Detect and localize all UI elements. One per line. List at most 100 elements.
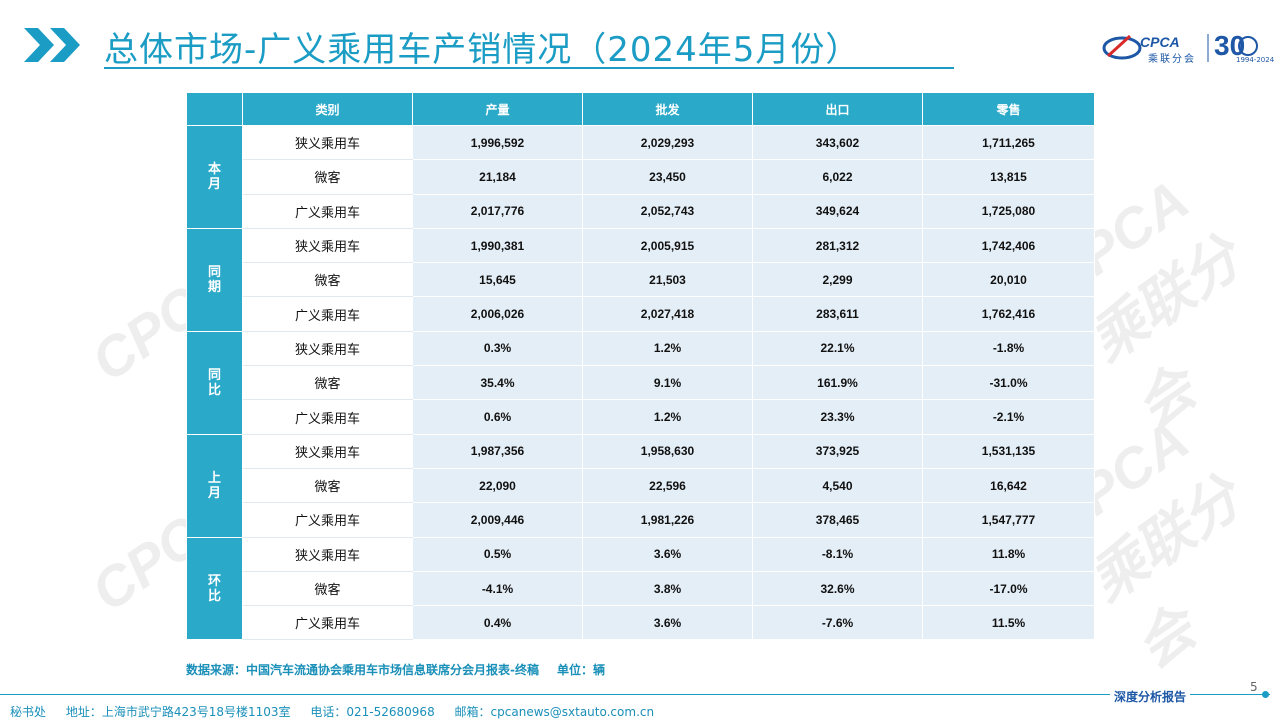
value-cell: 35.4% <box>412 365 583 401</box>
value-cell: 2,027,418 <box>582 296 753 332</box>
value-cell: 1,958,630 <box>582 434 753 469</box>
value-cell: 16,642 <box>922 468 1095 504</box>
value-cell: 1,987,356 <box>412 434 583 469</box>
page-number: 5 <box>1250 680 1258 694</box>
table-row: 微客 -4.1% 3.8% 32.6% -17.0% <box>187 571 1095 607</box>
value-cell: -31.0% <box>922 365 1095 401</box>
value-cell: 21,503 <box>582 262 753 298</box>
value-cell: 2,005,915 <box>582 228 753 264</box>
value-cell: 1,531,135 <box>922 434 1095 469</box>
logo-subtitle: 乘联分会 <box>1148 54 1196 65</box>
value-cell: 3.6% <box>582 537 753 572</box>
column-header: 类别 <box>242 92 413 126</box>
table-row: 广义乘用车 0.4% 3.6% -7.6% 11.5% <box>187 605 1095 641</box>
category-cell: 广义乘用车 <box>242 605 413 641</box>
value-cell: 2,009,446 <box>412 502 583 538</box>
anniversary-number: 30 <box>1214 30 1246 61</box>
table-row: 本月 狭义乘用车 1,996,592 2,029,293 343,602 1,711,26… <box>186 125 1095 229</box>
value-cell: 1,711,265 <box>922 125 1095 161</box>
value-cell: 3.8% <box>582 571 753 607</box>
category-cell: 狭义乘用车 <box>242 537 413 572</box>
group-label: 环比 <box>186 536 243 641</box>
value-cell: 13,815 <box>922 159 1095 195</box>
category-cell: 广义乘用车 <box>242 194 413 229</box>
value-cell: 1,981,226 <box>582 502 753 538</box>
corner-cell <box>186 92 243 126</box>
report-tagline: 深度分析报告 <box>1110 688 1191 705</box>
value-cell: 20,010 <box>922 262 1095 298</box>
sales-table: 类别 产量 批发 出口 零售 本月 狭义乘用车 1,996,592 2,029,293… <box>186 92 1095 641</box>
value-cell: -1.8% <box>922 331 1095 367</box>
table-row: 广义乘用车 0.6% 1.2% 23.3% -2.1% <box>187 399 1095 435</box>
page-title: 总体市场-广义乘用车产销情况（2024年5月份） <box>104 30 861 70</box>
column-header: 批发 <box>582 92 753 126</box>
category-cell: 狭义乘用车 <box>242 125 413 161</box>
value-cell: 32.6% <box>752 571 923 607</box>
value-cell: -17.0% <box>922 571 1095 607</box>
category-cell: 微客 <box>242 262 413 298</box>
group-label: 同比 <box>186 330 243 435</box>
table-row: 微客 22,090 22,596 4,540 16,642 <box>187 468 1095 504</box>
category-cell: 广义乘用车 <box>242 502 413 538</box>
value-cell: 11.5% <box>922 605 1095 641</box>
category-cell: 微客 <box>242 571 413 607</box>
value-cell: 3.6% <box>582 605 753 641</box>
group-label-text: 环比 <box>207 573 221 604</box>
value-cell: 283,611 <box>752 296 923 332</box>
group-label: 上月 <box>186 433 243 538</box>
value-cell: 1.2% <box>582 331 753 367</box>
value-cell: 2,052,743 <box>582 194 753 229</box>
value-cell: 2,006,026 <box>412 296 583 332</box>
footer-office: 秘书处 <box>10 705 47 719</box>
value-cell: 23.3% <box>752 399 923 435</box>
value-cell: 22.1% <box>752 331 923 367</box>
chevron-right-icon <box>24 28 80 62</box>
value-cell: 0.4% <box>412 605 583 641</box>
group-label-text: 本月 <box>207 161 221 192</box>
value-cell: -2.1% <box>922 399 1095 435</box>
value-cell: -8.1% <box>752 537 923 572</box>
unit-text: 单位：辆 <box>556 663 605 677</box>
footer-contact: 秘书处 地址：上海市武宁路423号18号楼1103室 电话：021-526809… <box>10 703 670 720</box>
value-cell: 378,465 <box>752 502 923 538</box>
source-text: 数据来源：中国汽车流通协会乘用车市场信息联席分会月报表-终稿 <box>186 663 539 677</box>
category-cell: 狭义乘用车 <box>242 434 413 469</box>
value-cell: 1.2% <box>582 399 753 435</box>
table-row: 环比 狭义乘用车 0.5% 3.6% -8.1% 11.8% <box>186 536 1095 641</box>
column-header: 零售 <box>922 92 1095 126</box>
value-cell: 23,450 <box>582 159 753 195</box>
value-cell: 1,742,406 <box>922 228 1095 264</box>
table-header-row: 类别 产量 批发 出口 零售 <box>186 92 1095 126</box>
value-cell: 1,762,416 <box>922 296 1095 332</box>
value-cell: 1,996,592 <box>412 125 583 161</box>
table-row: 广义乘用车 2,006,026 2,027,418 283,611 1,762,416 <box>187 296 1095 332</box>
table-row: 广义乘用车 2,009,446 1,981,226 378,465 1,547,777 <box>187 502 1095 538</box>
table-row: 微客 15,645 21,503 2,299 20,010 <box>187 262 1095 298</box>
value-cell: 373,925 <box>752 434 923 469</box>
footer-dot <box>1262 691 1269 698</box>
value-cell: -7.6% <box>752 605 923 641</box>
value-cell: -4.1% <box>412 571 583 607</box>
value-cell: 2,029,293 <box>582 125 753 161</box>
anniversary-years: 1994-2024 <box>1236 56 1275 64</box>
category-cell: 广义乘用车 <box>242 296 413 332</box>
group-label: 同期 <box>186 227 243 332</box>
value-cell: 22,596 <box>582 468 753 504</box>
value-cell: 349,624 <box>752 194 923 229</box>
value-cell: 6,022 <box>752 159 923 195</box>
category-cell: 广义乘用车 <box>242 399 413 435</box>
value-cell: 0.5% <box>412 537 583 572</box>
value-cell: 22,090 <box>412 468 583 504</box>
footer-email: 邮箱：cpcanews@sxtauto.com.cn <box>454 705 655 719</box>
value-cell: 21,184 <box>412 159 583 195</box>
group-label: 本月 <box>186 125 243 229</box>
value-cell: 343,602 <box>752 125 923 161</box>
column-header: 出口 <box>752 92 923 126</box>
footer-divider <box>0 694 1270 695</box>
footer-address: 地址：上海市武宁路423号18号楼1103室 <box>65 705 291 719</box>
table-row: 同比 狭义乘用车 0.3% 1.2% 22.1% -1.8% <box>186 330 1095 435</box>
category-cell: 微客 <box>242 365 413 401</box>
category-cell: 狭义乘用车 <box>242 228 413 264</box>
value-cell: 9.1% <box>582 365 753 401</box>
group-label-text: 同期 <box>207 264 221 295</box>
